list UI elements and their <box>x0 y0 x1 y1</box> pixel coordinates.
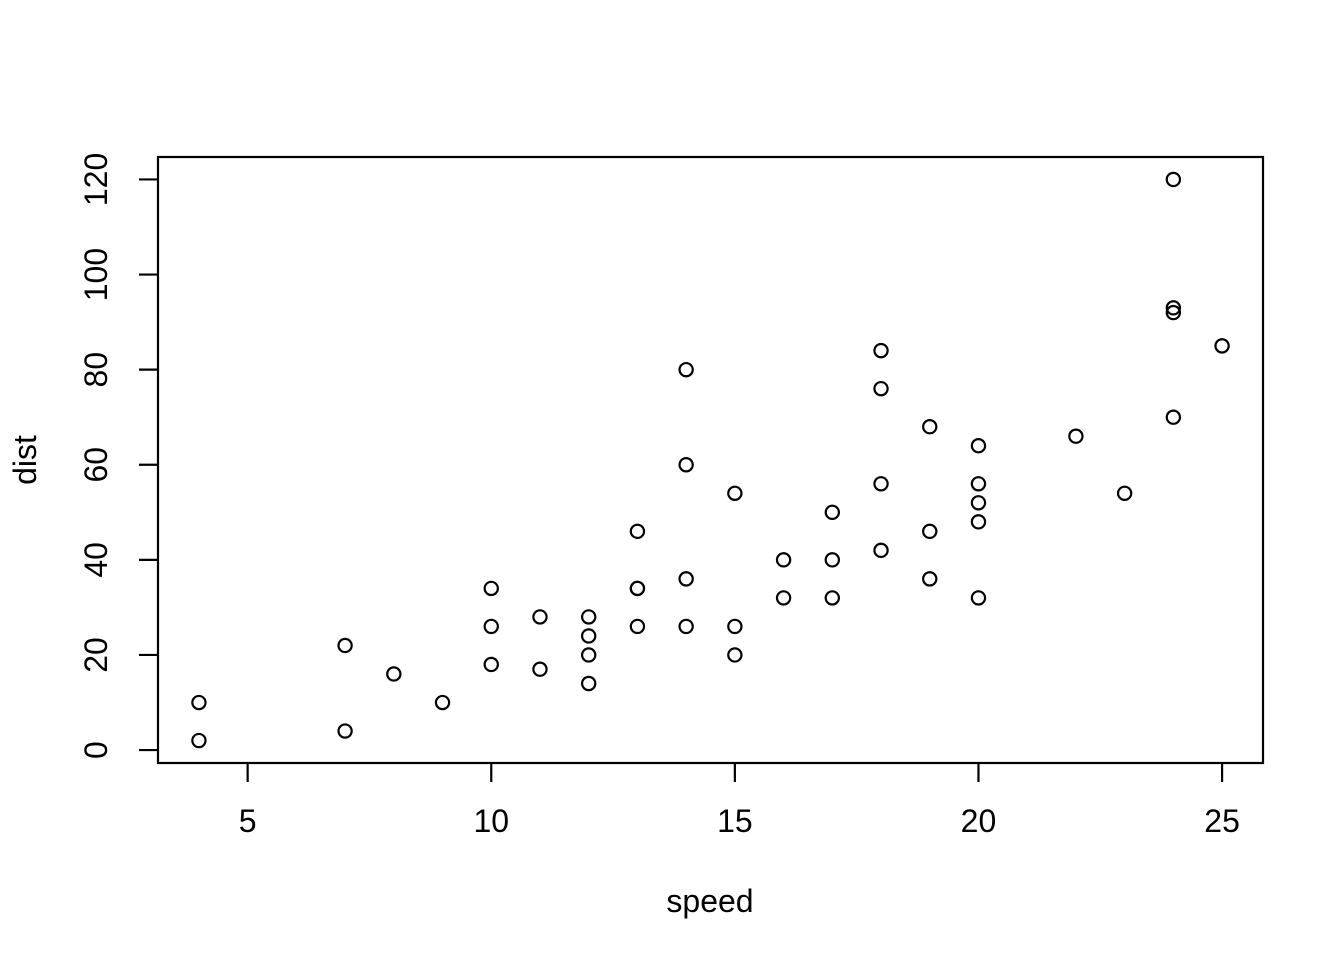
y-axis: 0 20 40 60 80 100 120 <box>78 153 158 759</box>
data-point <box>970 495 987 511</box>
data-point <box>824 552 841 568</box>
data-point <box>580 628 597 644</box>
data-point <box>678 571 694 587</box>
x-tick-label: 5 <box>239 803 257 839</box>
x-tick-label: 10 <box>473 803 509 839</box>
data-point <box>1165 409 1182 425</box>
y-tick-label: 120 <box>78 153 114 206</box>
data-point <box>678 361 694 378</box>
data-point <box>678 618 694 635</box>
data-point <box>386 666 402 682</box>
data-point <box>1116 485 1133 501</box>
y-axis-title: dist <box>7 435 43 485</box>
data-point <box>1165 300 1182 316</box>
data-point <box>580 609 597 625</box>
y-tick-label: 40 <box>78 542 114 578</box>
data-point <box>629 523 646 540</box>
y-tick-label: 100 <box>78 248 114 301</box>
data-point <box>580 675 597 692</box>
data-point <box>922 419 938 435</box>
data-point <box>532 661 548 677</box>
data-point <box>483 656 499 673</box>
data-point <box>727 618 743 635</box>
data-point <box>775 590 792 606</box>
data-point <box>873 476 889 492</box>
data-point <box>873 342 889 359</box>
x-tick-label: 20 <box>961 803 997 839</box>
data-point <box>1214 338 1230 354</box>
x-tick-label: 15 <box>717 803 753 839</box>
data-points <box>191 171 1230 749</box>
data-point <box>337 723 353 739</box>
data-point <box>1068 428 1084 444</box>
data-point <box>727 485 743 501</box>
y-tick-label: 20 <box>78 637 114 673</box>
data-point <box>873 380 889 397</box>
data-point <box>191 732 207 749</box>
plot-box <box>156 155 1265 765</box>
data-point <box>970 514 987 530</box>
data-point <box>629 580 646 597</box>
y-tick-label: 80 <box>78 352 114 388</box>
data-point <box>434 694 451 711</box>
y-tick-label: 60 <box>78 447 114 483</box>
data-point <box>1165 171 1182 188</box>
x-axis-title: speed <box>666 883 753 919</box>
data-point <box>483 580 499 597</box>
data-point <box>1165 304 1182 321</box>
data-point <box>483 618 499 635</box>
data-point <box>970 438 987 454</box>
x-tick-label: 25 <box>1204 803 1240 839</box>
data-point <box>678 457 694 473</box>
data-point <box>727 647 743 663</box>
data-point <box>532 609 548 625</box>
data-point <box>580 647 597 663</box>
data-point <box>824 590 841 606</box>
data-point <box>775 552 792 568</box>
data-point <box>824 504 841 521</box>
data-point <box>337 637 353 654</box>
data-point <box>873 542 889 559</box>
data-point <box>629 618 646 635</box>
data-point <box>970 476 987 492</box>
data-point <box>191 694 207 711</box>
data-point <box>922 523 938 540</box>
y-tick-label: 0 <box>78 741 114 759</box>
data-point <box>922 571 938 587</box>
x-axis: 5 10 15 20 25 <box>239 763 1240 839</box>
data-point <box>970 590 987 606</box>
